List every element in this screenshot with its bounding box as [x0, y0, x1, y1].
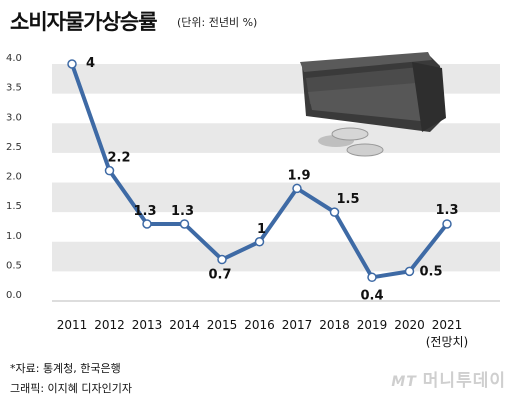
- data-label: 1.3: [435, 203, 458, 218]
- data-label: 1.3: [133, 204, 156, 219]
- x-tick-label: 2018: [319, 318, 350, 332]
- x-tick-label: 2014: [169, 318, 200, 332]
- y-tick-label: 3.5: [6, 83, 22, 94]
- logo-mark: MT: [391, 374, 417, 390]
- data-label: 1.3: [171, 204, 194, 219]
- data-points: [67, 59, 452, 283]
- data-point: [367, 272, 377, 283]
- x-tick-sublabel: (전망치): [426, 335, 468, 349]
- data-label: 1: [257, 222, 266, 237]
- x-tick-label: 2020: [394, 318, 425, 332]
- y-tick-label: 0.0: [6, 290, 22, 301]
- data-label: 1.5: [337, 192, 360, 207]
- data-point: [254, 237, 265, 247]
- data-point: [442, 219, 452, 229]
- x-tick-label: 2015: [207, 318, 238, 332]
- x-tick-label: 2012: [94, 318, 125, 332]
- y-tick-label: 4.0: [6, 53, 22, 64]
- data-label: 4: [86, 56, 95, 71]
- y-tick-label: 3.0: [6, 112, 22, 123]
- data-label: 0.4: [360, 288, 383, 303]
- x-tick-label: 2013: [132, 318, 163, 332]
- data-point: [142, 219, 152, 229]
- data-point: [104, 165, 115, 176]
- data-label: 0.5: [420, 264, 443, 279]
- data-point: [292, 183, 302, 194]
- y-tick-label: 2.0: [6, 172, 22, 183]
- y-tick-label: 0.5: [6, 260, 22, 271]
- wallet-illustration: [300, 52, 446, 157]
- coin-icon: [331, 127, 369, 141]
- x-tick-label: 2016: [244, 318, 275, 332]
- grid-band: [52, 241, 500, 272]
- y-tick-label: 1.5: [6, 201, 22, 212]
- logo-text: 머니투데이: [422, 371, 506, 391]
- source-note: *자료: 통계청, 한국은행: [10, 362, 121, 375]
- y-axis-ticks: 0.0 0.5 1.0 1.5 2.0 2.5 3.0 3.5 4.0: [6, 53, 22, 301]
- data-label: 0.7: [208, 268, 231, 283]
- data-point: [67, 59, 77, 69]
- data-point: [404, 266, 415, 277]
- x-tick-label: 2011: [57, 318, 88, 332]
- x-tick-label: 2021: [432, 318, 463, 332]
- unit-label: (단위: 전년비 %): [177, 16, 258, 29]
- y-tick-label: 1.0: [6, 231, 22, 242]
- data-label: 2.2: [108, 151, 131, 166]
- data-point: [179, 219, 190, 229]
- data-labels: 4 2.2 1.3 1.3 0.7 1 1.9 1.5 0.4 0.5 1.3: [86, 56, 459, 303]
- x-axis-ticks: 2011 2012 2013 2014 2015 2016 2017 2018 2019 2020…: [57, 318, 469, 349]
- coin-icon: [346, 143, 384, 157]
- publisher-logo: MT 머니투데이: [391, 366, 506, 391]
- x-tick-label: 2019: [357, 318, 388, 332]
- data-label: 1.9: [287, 168, 310, 183]
- x-tick-label: 2017: [282, 318, 313, 332]
- credit-note: 그래픽: 이지혜 디자인기자: [10, 382, 133, 395]
- data-point: [217, 254, 227, 265]
- y-tick-label: 2.5: [6, 142, 22, 153]
- chart-title: 소비자물가상승률: [10, 10, 158, 34]
- data-point: [329, 207, 340, 217]
